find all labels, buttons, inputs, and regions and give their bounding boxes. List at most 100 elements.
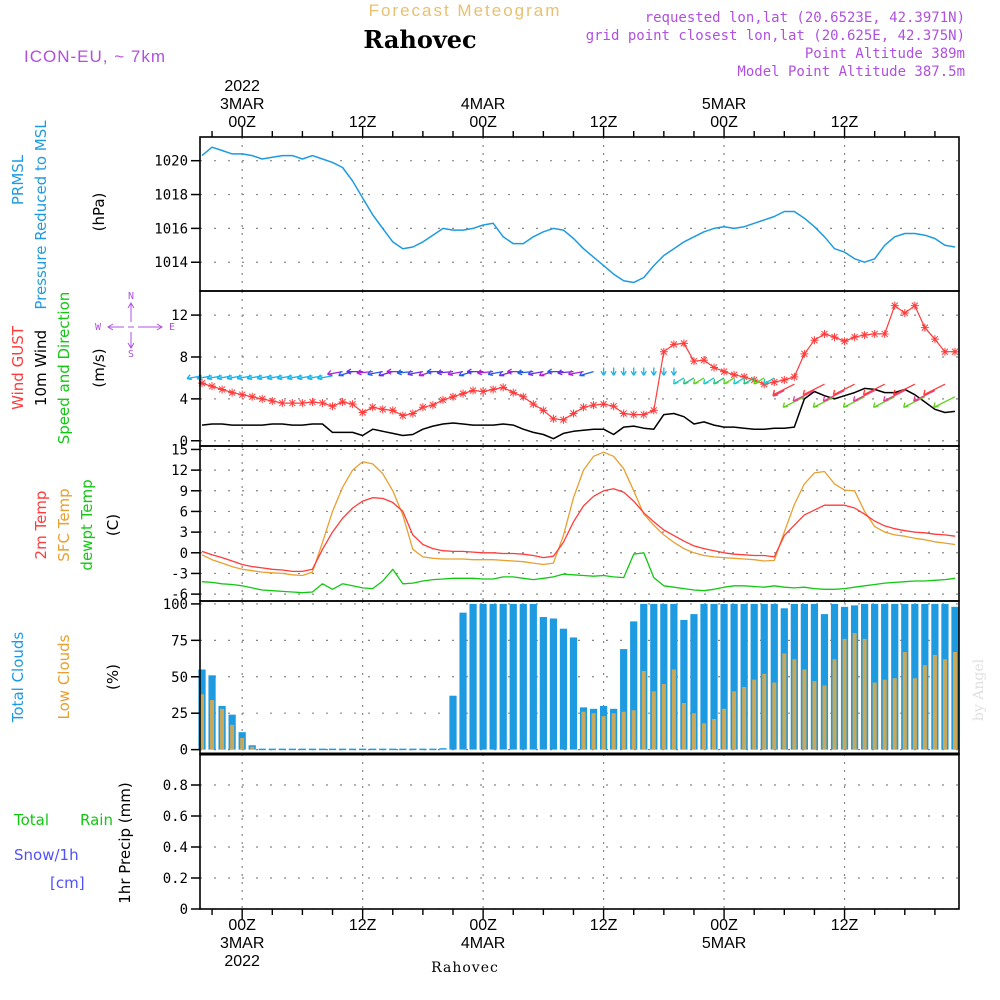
wind-gust-marker — [519, 392, 528, 401]
total-cloud-bar — [348, 748, 357, 751]
time-label-bottom: 4MAR — [461, 935, 505, 952]
time-label-top: 00Z — [228, 114, 256, 131]
low-cloud-bar — [732, 691, 737, 750]
wind-direction-arrow-icon — [743, 377, 755, 385]
wind-direction-arrow-icon — [579, 370, 594, 377]
low-cloud-bar — [752, 679, 757, 750]
wind-gust-marker — [910, 301, 919, 310]
total-cloud-bar — [690, 614, 698, 750]
model-point-altitude: Model Point Altitude 387.5m — [737, 64, 965, 80]
wind-gust-marker — [218, 385, 227, 394]
wind-gust-marker — [860, 330, 869, 339]
total-cloud-bar — [419, 748, 427, 751]
dewpt-line — [201, 552, 956, 594]
wind-direction-arrow-icon — [640, 367, 647, 376]
y-tick-label: 3 — [180, 525, 188, 541]
y-tick-label: 75 — [171, 633, 188, 649]
wind-direction-arrow-icon — [600, 367, 607, 376]
y-tick-label: 1014 — [154, 255, 188, 271]
wind-gust-line — [201, 305, 955, 421]
total-cloud-bar — [529, 603, 537, 750]
wind-gust-marker — [790, 372, 799, 381]
wind-direction-arrow-icon — [670, 367, 678, 376]
wind-direction-arrow-icon — [763, 377, 775, 385]
compass-east: E — [169, 322, 175, 333]
wind-direction-arrow-icon — [610, 367, 617, 376]
wind-gust-marker — [730, 370, 739, 379]
total-cloud-bar — [318, 748, 327, 751]
low-cloud-bar — [691, 713, 696, 750]
time-label-bottom: 00Z — [228, 917, 256, 934]
total-cloud-bar — [740, 603, 748, 750]
low-cloud-bar — [631, 710, 636, 750]
watermark: by Angel — [971, 658, 987, 721]
wind-direction-arrow-icon — [630, 367, 637, 376]
low-cloud-bar — [922, 665, 927, 750]
total-cloud-bar — [539, 617, 547, 750]
precip-axis-label: 1hr Precip (mm) — [116, 782, 134, 903]
wind-direction-arrow-icon — [872, 396, 896, 409]
wind-direction-arrow-icon — [772, 383, 795, 396]
wind-gust-marker — [629, 410, 638, 419]
wind-arrows — [186, 367, 956, 409]
total-cloud-bar — [469, 603, 477, 750]
total-cloud-bar — [710, 603, 718, 750]
low-cloud-bar — [581, 711, 586, 750]
wind-gust-marker — [579, 403, 588, 412]
y-tick-label: 0 — [180, 434, 188, 450]
wind-gust-marker — [308, 398, 317, 407]
time-label-top: 00Z — [469, 114, 497, 131]
wind-gust-marker — [479, 387, 488, 396]
y-tick-label: 1018 — [154, 188, 188, 204]
total-cloud-bar — [630, 621, 638, 750]
y-tick-label: 25 — [171, 706, 188, 722]
wind-direction-arrow-icon — [378, 370, 393, 377]
wind-gust-marker — [459, 389, 468, 398]
wind-gust-marker — [268, 396, 277, 405]
wind-gust-marker — [238, 390, 247, 399]
time-label-top: 4MAR — [461, 96, 505, 113]
total-cloud-bar — [389, 748, 397, 751]
wind-direction-arrow-icon — [547, 368, 564, 375]
wind-direction-arrow-icon — [506, 368, 524, 375]
low-cloud-bar — [250, 746, 255, 750]
total-cloud-bar — [258, 748, 266, 751]
wind-direction-arrow-icon — [620, 367, 627, 376]
y-tick-label: 0.6 — [163, 809, 188, 825]
y-tick-label: 0.2 — [163, 871, 188, 887]
total-cloud-bar — [379, 748, 387, 751]
temp-unit: (C) — [104, 514, 122, 536]
wind-gust-marker — [689, 357, 698, 366]
total-cloud-bar — [399, 748, 407, 751]
wind-gust-marker — [408, 409, 417, 418]
total-cloud-bar — [820, 614, 829, 750]
time-label-bottom: 5MAR — [702, 935, 746, 952]
wind-direction-arrow-icon — [733, 377, 745, 385]
y-tick-label: 4 — [180, 392, 188, 408]
wind-gust-marker — [770, 378, 779, 387]
wind-direction-arrow-icon — [802, 383, 825, 396]
wind-gust-marker — [328, 402, 337, 411]
low-cloud-bar — [210, 700, 215, 750]
prmsl-unit: (hPa) — [90, 193, 108, 232]
wind-direction-arrow-icon — [466, 368, 484, 375]
low-cloud-bar — [611, 713, 616, 750]
t2m-label: 2m Temp — [32, 491, 50, 560]
wind-gust-marker — [820, 329, 829, 338]
wind-gust-marker — [710, 363, 719, 372]
low-cloud-bar — [701, 723, 707, 750]
wind-direction-arrow-icon — [753, 377, 765, 385]
y-tick-label: -6 — [171, 587, 188, 603]
y-tick-label: 50 — [171, 670, 188, 686]
wind-direction-arrow-icon — [713, 377, 725, 385]
rain-label: Rain — [80, 811, 113, 829]
wind-gust-marker — [599, 400, 608, 409]
wind-direction-arrow-icon — [923, 383, 946, 396]
low-cloud-bar — [882, 679, 887, 750]
wind-gust-marker — [669, 340, 678, 349]
wind-gust-marker — [198, 379, 207, 388]
wind-gust-marker — [288, 399, 297, 408]
low-cloud-bar — [199, 694, 205, 750]
y-tick-label: 8 — [180, 350, 188, 366]
